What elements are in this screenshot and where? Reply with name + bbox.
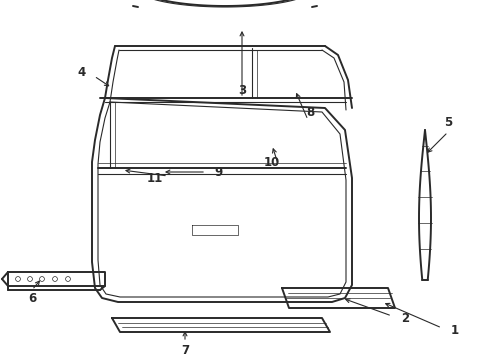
Text: 5: 5 bbox=[444, 116, 452, 129]
Text: 11: 11 bbox=[147, 171, 163, 184]
Text: 7: 7 bbox=[181, 343, 189, 356]
Text: 2: 2 bbox=[401, 311, 409, 324]
Text: 1: 1 bbox=[451, 324, 459, 337]
Text: 10: 10 bbox=[264, 156, 280, 168]
Text: 4: 4 bbox=[78, 66, 86, 78]
Text: 8: 8 bbox=[306, 105, 314, 118]
Text: 9: 9 bbox=[214, 166, 222, 179]
Text: 3: 3 bbox=[238, 84, 246, 96]
Text: 6: 6 bbox=[28, 292, 36, 305]
